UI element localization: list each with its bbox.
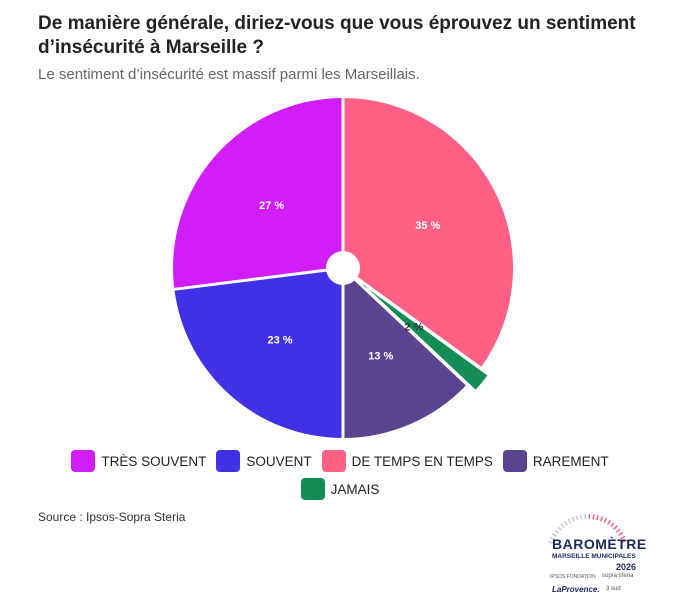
legend-swatch bbox=[71, 450, 96, 472]
partner-logo-2: sopra steria bbox=[602, 573, 634, 579]
barometre-logo: BAROMÈTRE MARSEILLE MUNICIPALES 2026 IPS… bbox=[530, 506, 670, 602]
chart-title: De manière générale, diriez-vous que vou… bbox=[38, 13, 636, 58]
legend-label: TRÈS SOUVENT bbox=[101, 453, 207, 469]
legend-label: JAMAIS bbox=[330, 481, 380, 497]
slice-jamais bbox=[363, 284, 488, 390]
data-label-de-temps-en-temps: 35 % bbox=[415, 220, 440, 232]
legend-item-jamais: JAMAIS bbox=[300, 478, 380, 500]
data-label-rarement: 13 % bbox=[368, 350, 393, 362]
data-label-souvent: 23 % bbox=[268, 334, 293, 346]
legend-label: SOUVENT bbox=[246, 453, 312, 469]
legend-item-tres-souvent: TRÈS SOUVENT bbox=[71, 450, 206, 472]
logo-year: 2026 bbox=[616, 562, 637, 572]
legend-swatch bbox=[300, 478, 325, 500]
legend-item-rarement: RAREMENT bbox=[502, 450, 609, 472]
slice-de-temps-en-temps bbox=[344, 98, 514, 367]
logo-arc-icon bbox=[548, 514, 628, 545]
data-label-jamais: 2 % bbox=[404, 322, 423, 334]
legend-swatch bbox=[216, 450, 241, 472]
partner-logo-1: IPSOS FONDATION bbox=[550, 574, 596, 580]
slice-rarement bbox=[344, 280, 466, 438]
legend-item-souvent: SOUVENT bbox=[216, 450, 312, 472]
logo-title: BAROMÈTRE bbox=[552, 536, 647, 552]
source-note: Source : Ipsos-Sopra Steria bbox=[38, 510, 186, 524]
legend-item-de-temps-en-temps: DE TEMPS EN TEMPS bbox=[321, 450, 493, 472]
logo-subtitle: MARSEILLE MUNICIPALES bbox=[552, 553, 636, 560]
legend-swatch bbox=[321, 450, 346, 472]
data-label-tres-souvent: 27 % bbox=[259, 200, 284, 212]
partner-logo-3: LaProvence. bbox=[552, 585, 600, 594]
legend-label: RAREMENT bbox=[532, 453, 609, 469]
legend-label: DE TEMPS EN TEMPS bbox=[351, 453, 493, 469]
partner-logo-4: 3 sud bbox=[606, 586, 621, 592]
chart-subtitle: Le sentiment d’insécurité est massif par… bbox=[38, 66, 420, 83]
slice-souvent bbox=[174, 271, 342, 438]
chart-legend: TRÈS SOUVENT SOUVENT DE TEMPS EN TEMPS R… bbox=[40, 450, 640, 500]
slice-tres-souvent bbox=[173, 98, 342, 288]
legend-swatch bbox=[502, 450, 527, 472]
